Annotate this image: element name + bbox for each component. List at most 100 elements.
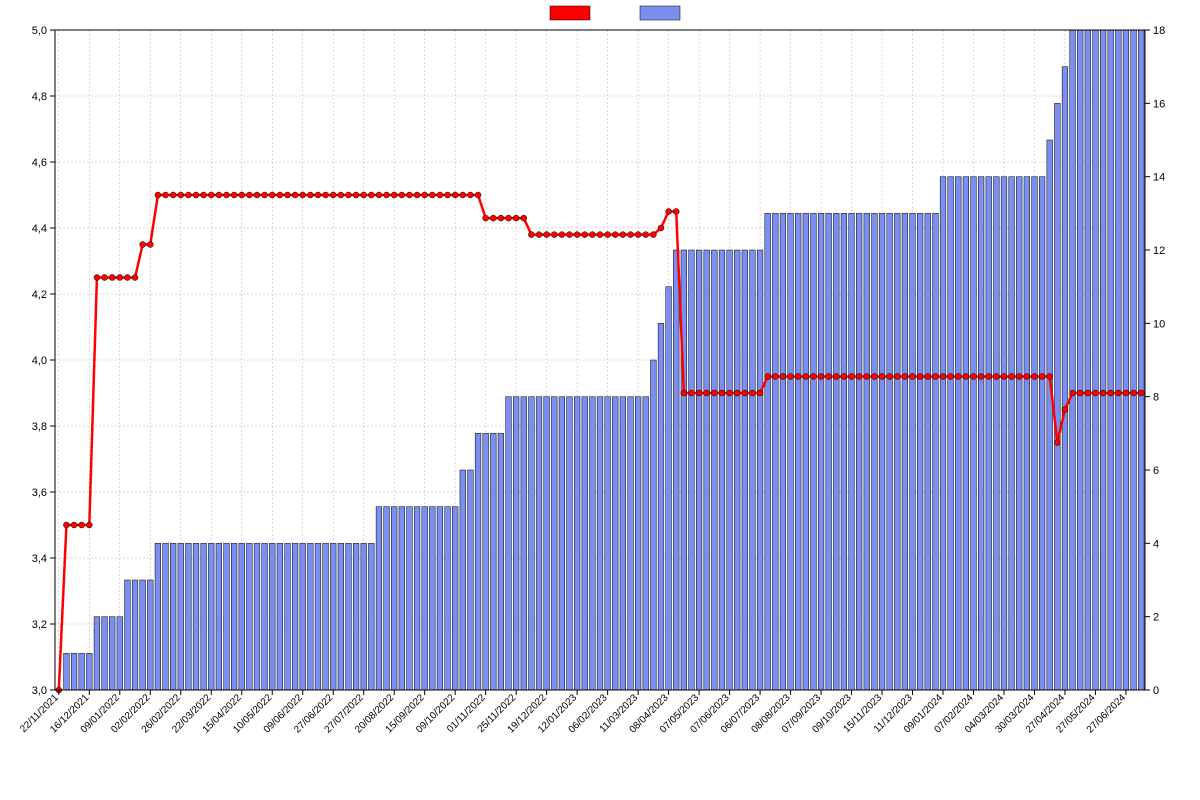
y-right-tick-label: 6 xyxy=(1153,465,1159,477)
bar xyxy=(346,543,352,690)
bar xyxy=(422,507,428,690)
line-marker xyxy=(1070,390,1076,396)
bar xyxy=(323,543,329,690)
bar xyxy=(1062,67,1068,690)
bar xyxy=(521,397,527,690)
bar xyxy=(658,323,664,690)
bar xyxy=(917,213,923,690)
line-marker xyxy=(963,374,969,380)
y-left-tick-label: 4,0 xyxy=(32,355,47,367)
line-marker xyxy=(772,374,778,380)
line-marker xyxy=(986,374,992,380)
bar xyxy=(79,653,85,690)
bar xyxy=(132,580,138,690)
bar xyxy=(452,507,458,690)
line-marker xyxy=(650,232,656,238)
bar xyxy=(795,213,801,690)
bar xyxy=(361,543,367,690)
bar xyxy=(1085,30,1091,690)
line-marker xyxy=(79,522,85,528)
line-marker xyxy=(757,390,763,396)
line-marker xyxy=(1024,374,1030,380)
bar xyxy=(620,397,626,690)
bar xyxy=(841,213,847,690)
line-marker xyxy=(780,374,786,380)
bar xyxy=(1024,177,1030,690)
line-marker xyxy=(727,390,733,396)
bar xyxy=(978,177,984,690)
line-marker xyxy=(498,215,504,221)
bar xyxy=(186,543,192,690)
bar xyxy=(1001,177,1007,690)
bar xyxy=(170,543,176,690)
line-marker xyxy=(993,374,999,380)
line-marker xyxy=(948,374,954,380)
bar xyxy=(879,213,885,690)
bar xyxy=(147,580,153,690)
line-marker xyxy=(262,192,268,198)
line-marker xyxy=(490,215,496,221)
line-marker xyxy=(704,390,710,396)
bar xyxy=(391,507,397,690)
line-marker xyxy=(666,209,672,215)
bar xyxy=(513,397,519,690)
line-marker xyxy=(1085,390,1091,396)
line-marker xyxy=(506,215,512,221)
bar xyxy=(376,507,382,690)
line-marker xyxy=(353,192,359,198)
bar xyxy=(1115,30,1121,690)
line-marker xyxy=(300,192,306,198)
bar xyxy=(262,543,268,690)
bar xyxy=(887,213,893,690)
bar xyxy=(490,433,496,690)
line-marker xyxy=(749,390,755,396)
bar xyxy=(635,397,641,690)
bar xyxy=(193,543,199,690)
line-marker xyxy=(1100,390,1106,396)
legend-line-swatch xyxy=(550,6,590,20)
bar xyxy=(1016,177,1022,690)
bar xyxy=(384,507,390,690)
bar xyxy=(643,397,649,690)
bar xyxy=(125,580,131,690)
y-left-tick-label: 4,4 xyxy=(32,223,47,235)
bar xyxy=(529,397,535,690)
bar xyxy=(155,543,161,690)
line-marker xyxy=(635,232,641,238)
y-left-tick-label: 3,6 xyxy=(32,487,47,499)
line-marker xyxy=(856,374,862,380)
line-marker xyxy=(696,390,702,396)
y-right-tick-label: 2 xyxy=(1153,612,1159,624)
line-marker xyxy=(429,192,435,198)
bar xyxy=(666,287,672,690)
bar xyxy=(940,177,946,690)
line-marker xyxy=(673,209,679,215)
line-marker xyxy=(307,192,313,198)
line-marker xyxy=(216,192,222,198)
line-marker xyxy=(1077,390,1083,396)
line-marker xyxy=(155,192,161,198)
line-marker xyxy=(277,192,283,198)
line-marker xyxy=(1016,374,1022,380)
line-marker xyxy=(849,374,855,380)
line-marker xyxy=(345,192,351,198)
line-marker xyxy=(1047,374,1053,380)
y-right-tick-label: 18 xyxy=(1153,25,1165,37)
line-marker xyxy=(978,374,984,380)
bar xyxy=(216,543,222,690)
bar xyxy=(727,250,733,690)
line-marker xyxy=(810,374,816,380)
bar xyxy=(269,543,275,690)
bar xyxy=(315,543,321,690)
line-marker xyxy=(185,192,191,198)
line-marker xyxy=(117,275,123,281)
line-marker xyxy=(559,232,565,238)
bar xyxy=(140,580,146,690)
line-marker xyxy=(437,192,443,198)
line-marker xyxy=(406,192,412,198)
bar xyxy=(826,213,832,690)
line-marker xyxy=(719,390,725,396)
bar xyxy=(902,213,908,690)
y-left-tick-label: 3,4 xyxy=(32,553,47,565)
y-left-tick-label: 3,0 xyxy=(32,685,47,697)
